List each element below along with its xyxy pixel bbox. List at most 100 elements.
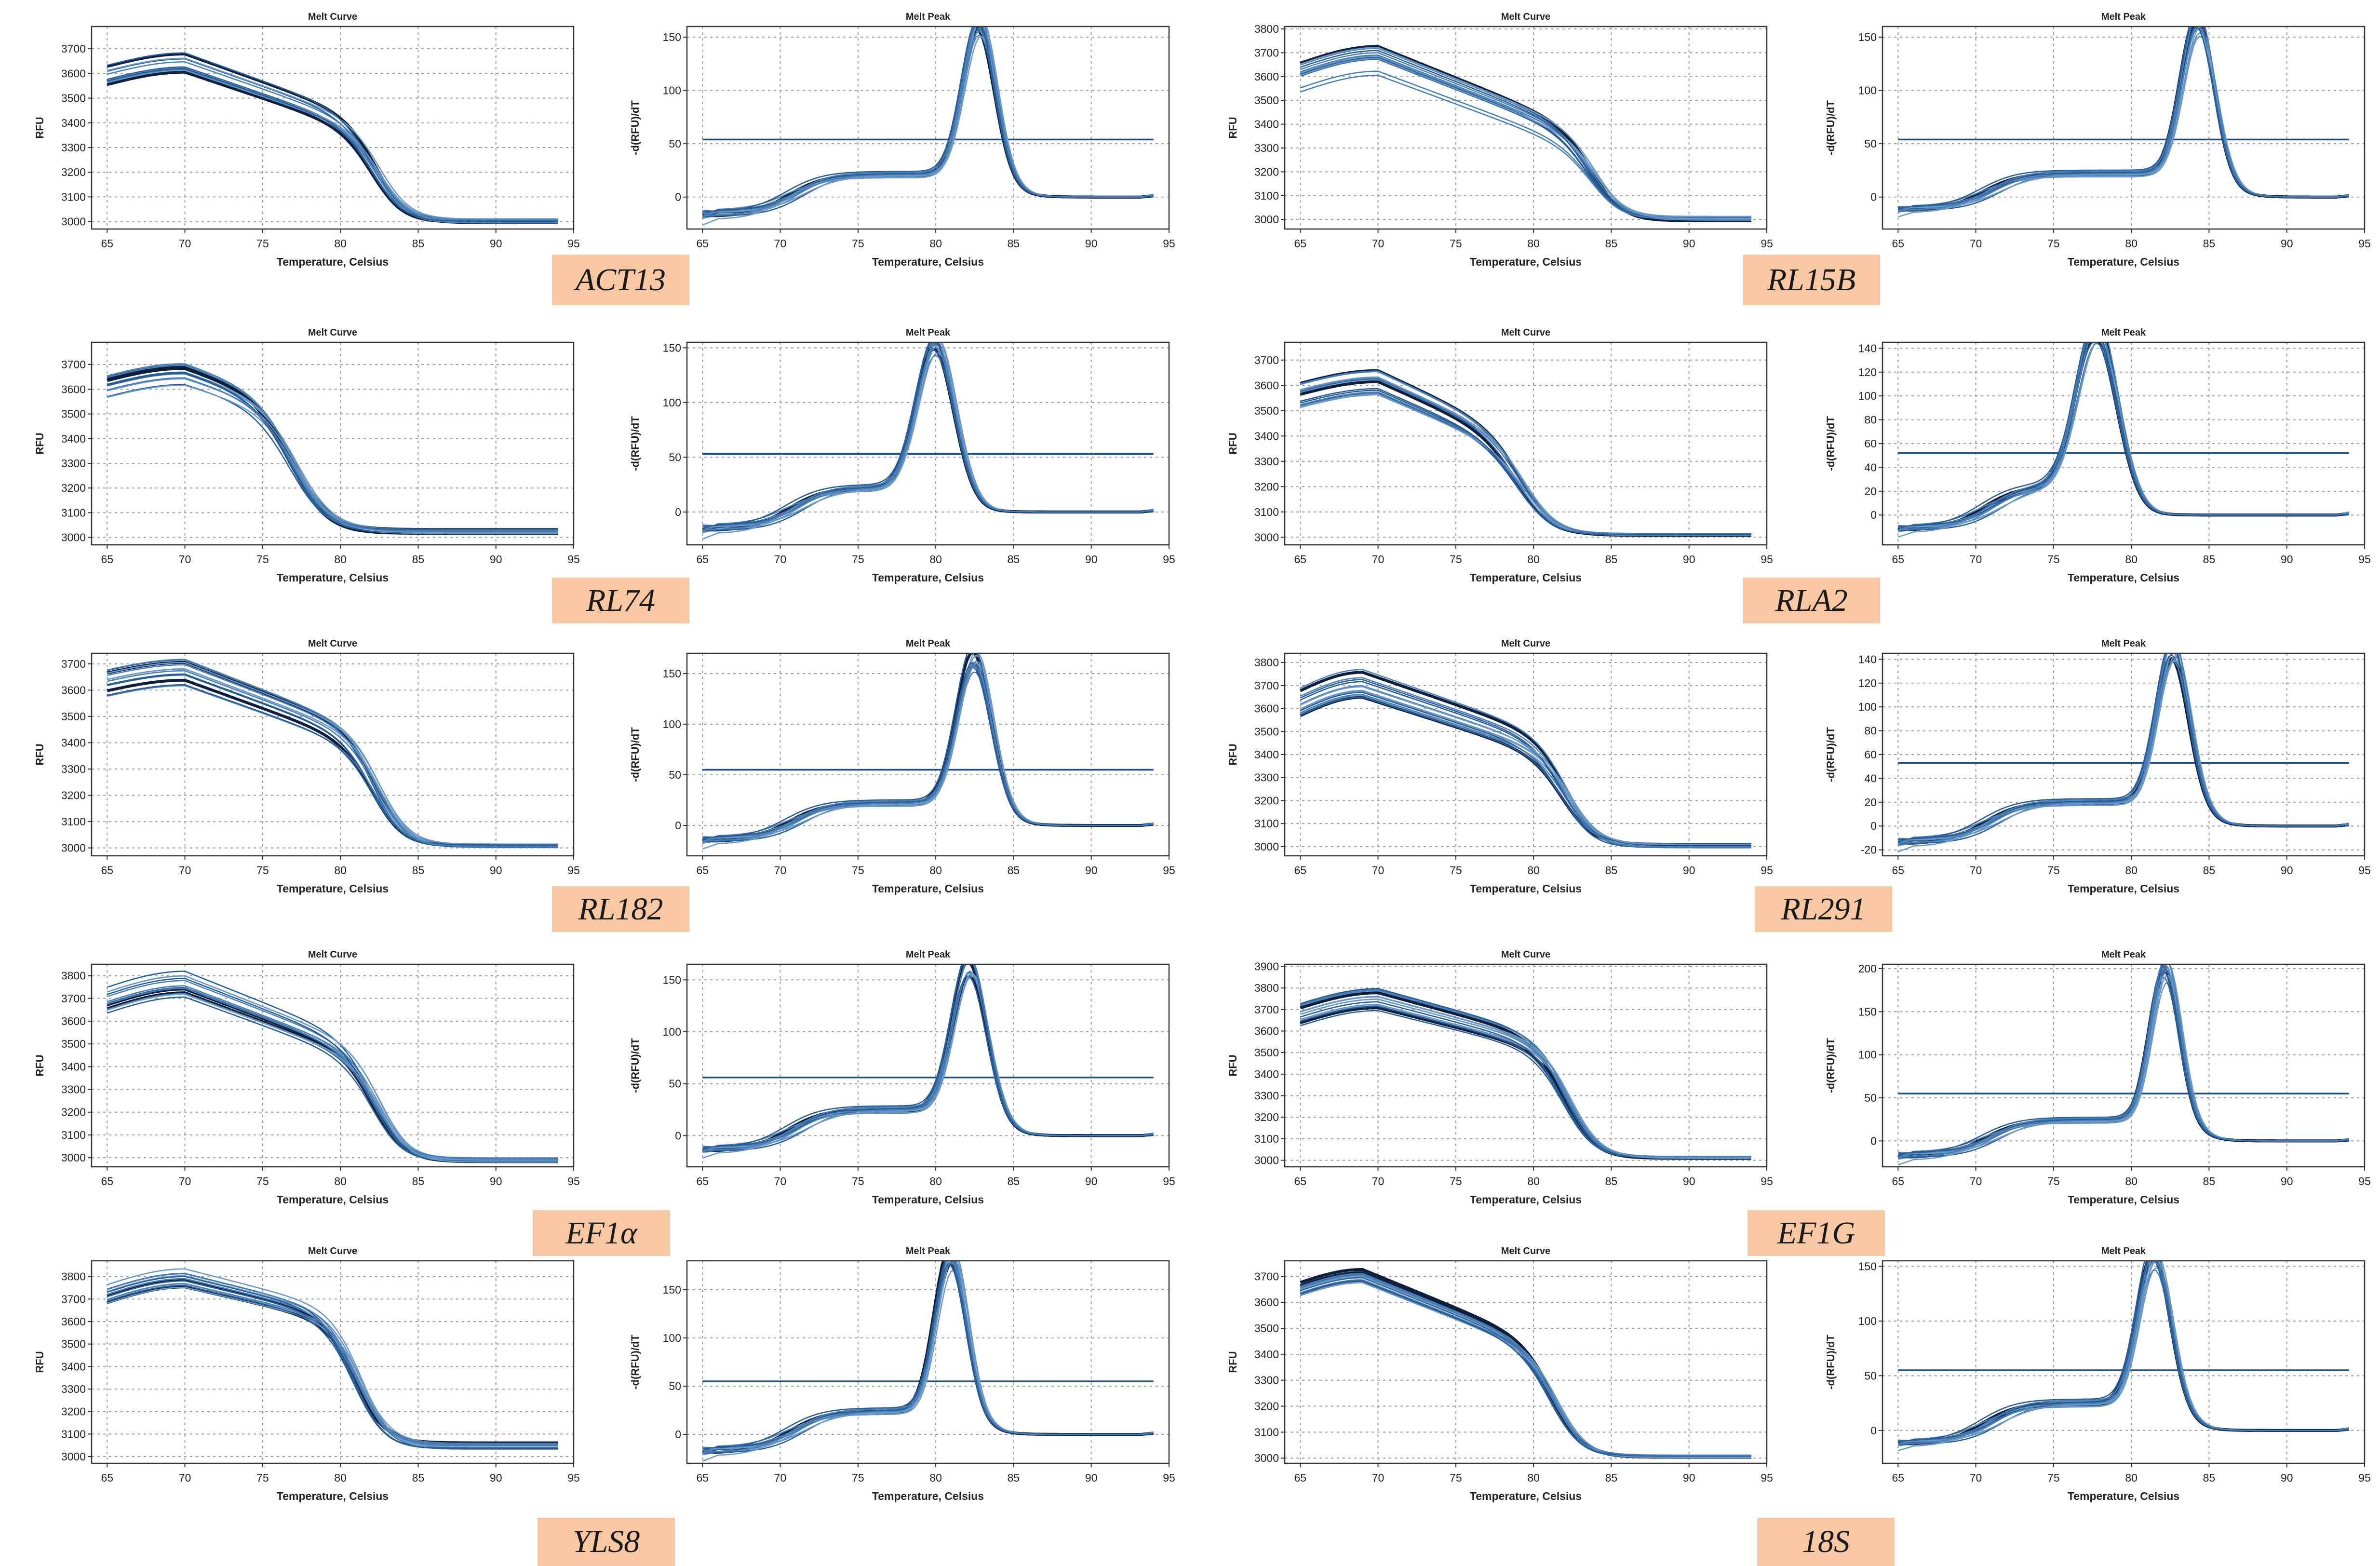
gene-label: RL291 [1755, 886, 1892, 932]
x-tick-label: 75 [1450, 864, 1462, 877]
x-tick-label: 75 [852, 553, 864, 566]
series-line [1898, 653, 2350, 844]
x-tick-label: 80 [334, 1472, 347, 1484]
x-axis-label: Temperature, Celsius [872, 256, 984, 268]
plot-area [1882, 27, 2365, 229]
series-line [1898, 1261, 2349, 1444]
y-tick-label: 3200 [61, 1405, 86, 1418]
y-tick-label: 3400 [1254, 1068, 1279, 1080]
plot-area [687, 27, 1169, 229]
series-line [1300, 388, 1751, 536]
x-tick-label: 95 [2358, 1175, 2371, 1188]
y-tick-label: 3400 [61, 432, 86, 445]
plot-frame [91, 341, 575, 546]
y-tick-label: 3200 [61, 482, 86, 494]
y-tick-label: 100 [1858, 701, 1877, 713]
y-tick-label: 60 [1864, 437, 1877, 450]
plot-frame [91, 26, 575, 230]
y-tick-label: 40 [1864, 461, 1877, 473]
y-tick-label: 3600 [61, 1315, 86, 1328]
y-tick-label: 3500 [1254, 1322, 1279, 1335]
y-tick-label: 3600 [1254, 1296, 1279, 1309]
y-tick-label: 100 [663, 1026, 681, 1038]
series-line [1300, 996, 1751, 1159]
chart-title: Melt Curve [308, 12, 357, 22]
y-tick-label: 50 [1864, 1092, 1877, 1104]
plot-frame [91, 963, 575, 1168]
x-tick-label: 85 [1605, 237, 1618, 250]
x-tick-label: 90 [1085, 1175, 1098, 1188]
series-line [1300, 370, 1751, 534]
y-tick-label: 60 [1864, 748, 1877, 761]
chart-panel-11: 65 70 75 80 85 90 95 3000 3100 3200 3300 3400 3500 36… [1227, 638, 1773, 895]
y-axis-label: RFU [1227, 432, 1239, 454]
x-axis-label: Temperature, Celsius [1470, 256, 1582, 268]
x-tick-label: 80 [1527, 553, 1540, 566]
y-tick-label: 80 [1864, 414, 1877, 426]
plot-frame [1284, 652, 1768, 857]
gene-label: EF1G [1748, 1210, 1885, 1256]
y-tick-label: 3400 [61, 1360, 86, 1373]
series-group [702, 1261, 1154, 1462]
series-line [107, 673, 558, 847]
y-tick-label: 3800 [1254, 982, 1279, 994]
gene-label: ACT13 [552, 255, 689, 305]
y-axis-label: -d(RFU)/dT [629, 1335, 641, 1390]
x-tick-label: 75 [852, 1472, 864, 1484]
x-tick-label: 80 [2125, 553, 2138, 566]
y-tick-label: 3000 [1254, 213, 1279, 226]
y-tick-label: 3300 [1254, 771, 1279, 784]
plot-frame [1284, 26, 1768, 230]
y-tick-label: 3800 [61, 970, 86, 982]
series-line [107, 662, 558, 845]
y-tick-label: 3200 [61, 166, 86, 178]
y-tick-label: 80 [1864, 725, 1877, 737]
y-axis-label: RFU [34, 1351, 46, 1373]
y-axis-label: RFU [34, 743, 46, 765]
x-tick-label: 70 [1372, 237, 1385, 250]
y-tick-label: 50 [669, 137, 681, 150]
x-tick-label: 95 [1761, 553, 1773, 566]
x-axis-label: Temperature, Celsius [2068, 882, 2179, 895]
chart-panel-3: 65 70 75 80 85 90 95 3000 3100 3200 3300 3400 3500 36… [1227, 12, 1773, 268]
series-line [1300, 1273, 1751, 1456]
series-line [107, 668, 558, 849]
x-tick-label: 85 [1008, 1175, 1020, 1188]
x-tick-label: 95 [567, 864, 580, 877]
y-tick-label: 0 [1870, 509, 1877, 521]
y-tick-label: 3100 [1254, 1426, 1279, 1438]
x-tick-label: 95 [2358, 1472, 2371, 1484]
series-group [702, 342, 1154, 540]
x-tick-label: 95 [1163, 1472, 1175, 1484]
x-tick-label: 85 [412, 864, 425, 877]
series-group [107, 363, 558, 535]
x-tick-label: 75 [256, 1175, 269, 1188]
x-tick-label: 70 [1372, 1472, 1385, 1484]
gene-label: RL74 [552, 578, 689, 623]
chart-title: Melt Peak [2101, 638, 2146, 649]
series-group [1897, 342, 2350, 538]
x-tick-label: 75 [1450, 1175, 1462, 1188]
y-tick-label: 3500 [61, 1038, 86, 1050]
y-tick-label: 200 [1858, 962, 1877, 975]
y-tick-label: 3000 [1254, 531, 1279, 543]
x-axis-label: Temperature, Celsius [277, 256, 389, 268]
series-group [702, 964, 1154, 1159]
x-tick-label: 85 [1605, 1472, 1618, 1484]
x-tick-label: 70 [1970, 864, 1982, 877]
y-axis-label: -d(RFU)/dT [1825, 1335, 1837, 1390]
x-tick-label: 70 [774, 553, 787, 566]
x-tick-label: 85 [412, 1472, 425, 1484]
x-axis-label: Temperature, Celsius [277, 1490, 389, 1502]
x-tick-label: 70 [774, 864, 787, 877]
y-tick-label: 40 [1864, 772, 1877, 784]
x-tick-label: 65 [101, 1175, 113, 1188]
plot-area [1882, 964, 2365, 1167]
chart-panel-2: 65 70 75 80 85 90 95 0 50 100 150 Melt Peak Temperat… [629, 12, 1175, 268]
y-tick-label: 0 [1870, 1424, 1877, 1437]
plot-area [92, 342, 574, 545]
x-tick-label: 80 [2125, 864, 2138, 877]
x-tick-label: 65 [1294, 1472, 1306, 1484]
x-tick-label: 65 [1294, 864, 1306, 877]
y-tick-label: 3000 [1254, 840, 1279, 853]
